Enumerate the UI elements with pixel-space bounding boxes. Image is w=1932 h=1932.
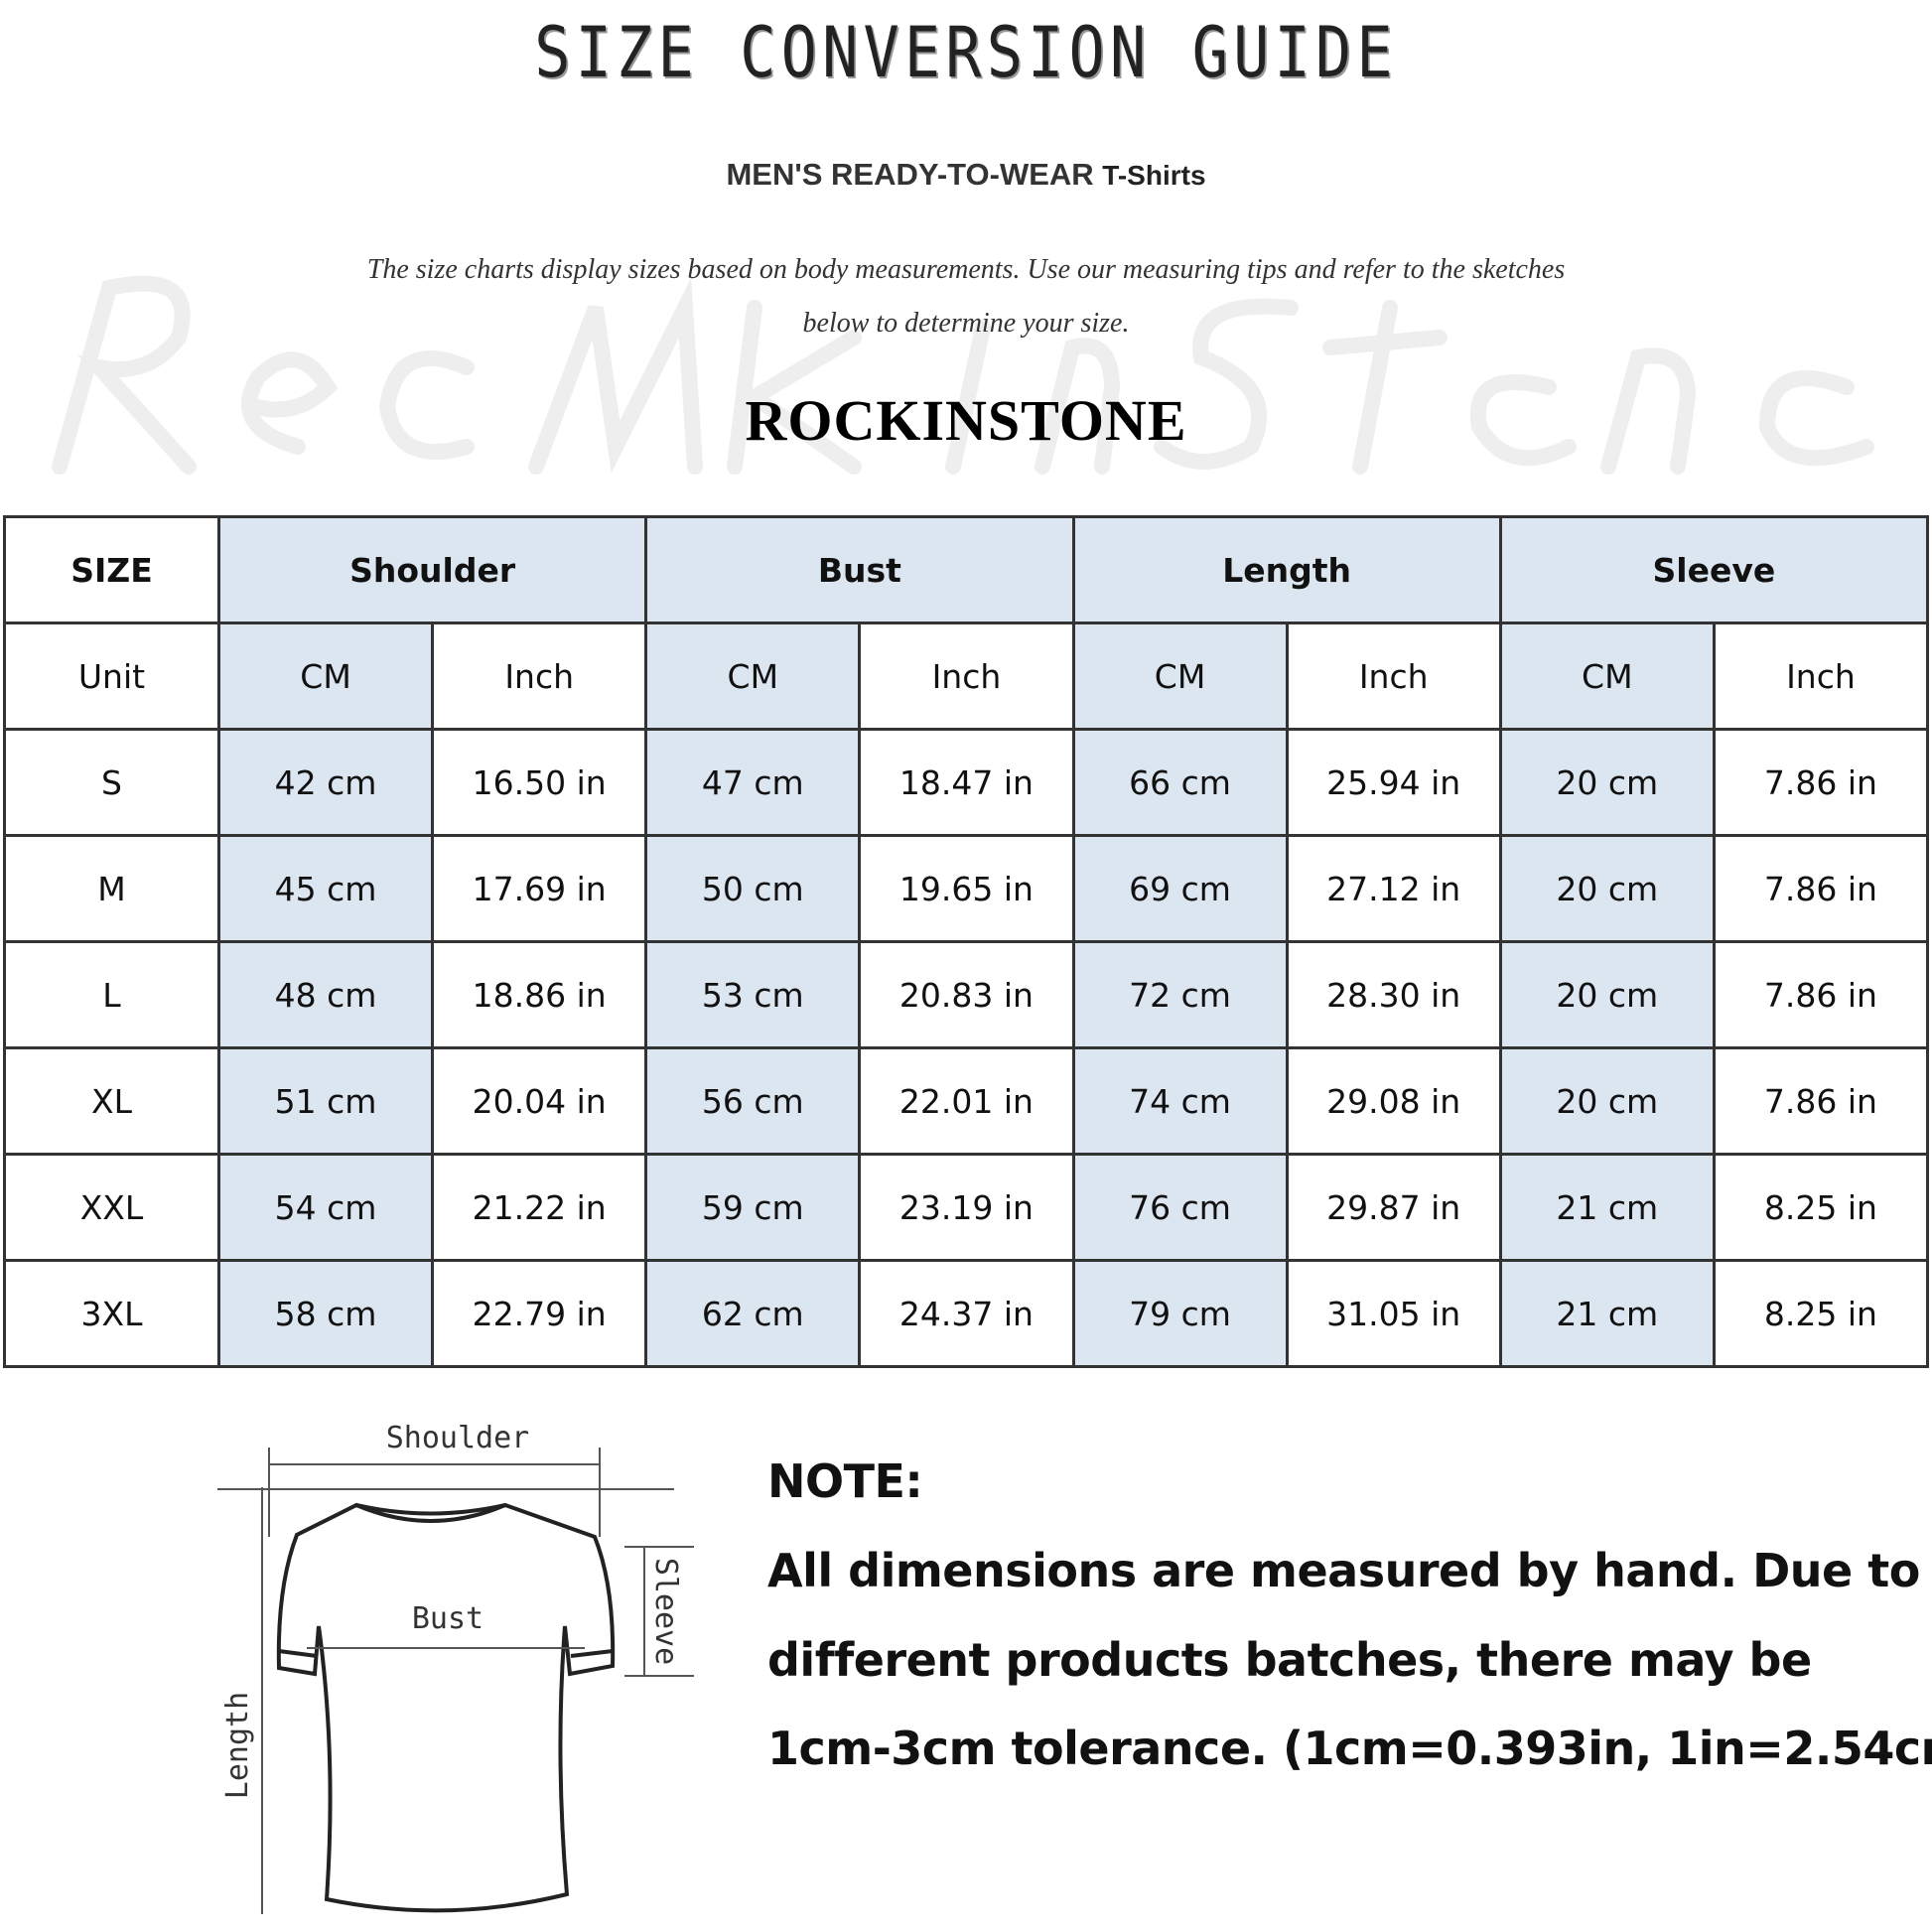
size-header: SIZE	[3, 515, 220, 624]
value-cell: 79 cm	[1071, 1259, 1289, 1368]
table-row: S 42 cm 16.50 in 47 cm 18.47 in 66 cm 25.94 in…	[3, 728, 1930, 837]
group-header: Bust	[644, 515, 1075, 624]
brand-name: ROCKINSTONE	[745, 388, 1187, 453]
value-cell: 58 cm	[216, 1259, 435, 1368]
size-cell: L	[3, 940, 220, 1049]
value-cell: 29.08 in	[1285, 1046, 1502, 1156]
value-cell: 47 cm	[644, 728, 862, 837]
value-cell: 59 cm	[644, 1153, 862, 1262]
value-cell: 17.69 in	[431, 834, 648, 943]
value-cell: 20 cm	[1498, 1046, 1716, 1156]
unit-header: CM	[644, 621, 862, 731]
group-header: Sleeve	[1498, 515, 1930, 624]
value-cell: 8.25 in	[1712, 1259, 1930, 1368]
tshirt-sketch: Shoulder Bust Length Sleeve	[217, 1421, 694, 1914]
value-cell: 69 cm	[1071, 834, 1289, 943]
unit-row: Unit CM Inch CM Inch CM Inch CM Inch	[3, 621, 1930, 731]
size-table: SIZE Shoulder Bust Length Sleeve Unit CM Inch CM…	[3, 515, 1930, 1368]
value-cell: 22.79 in	[431, 1259, 648, 1368]
size-cell: S	[3, 728, 220, 837]
value-cell: 19.65 in	[858, 834, 1075, 943]
size-cell: 3XL	[3, 1259, 220, 1368]
value-cell: 18.86 in	[431, 940, 648, 1049]
value-cell: 28.30 in	[1285, 940, 1502, 1049]
size-cell: XXL	[3, 1153, 220, 1262]
table-row: XL 51 cm 20.04 in 56 cm 22.01 in 74 cm 29.08 i…	[3, 1046, 1930, 1156]
value-cell: 7.86 in	[1712, 728, 1930, 837]
value-cell: 21 cm	[1498, 1153, 1716, 1262]
header-row: SIZE Shoulder Bust Length Sleeve	[3, 515, 1930, 624]
value-cell: 23.19 in	[858, 1153, 1075, 1262]
value-cell: 29.87 in	[1285, 1153, 1502, 1262]
size-cell: XL	[3, 1046, 220, 1156]
value-cell: 72 cm	[1071, 940, 1289, 1049]
value-cell: 51 cm	[216, 1046, 435, 1156]
intro-line-2: below to determine your size.	[802, 308, 1130, 339]
group-header: Shoulder	[216, 515, 648, 624]
value-cell: 66 cm	[1071, 728, 1289, 837]
unit-header: CM	[1498, 621, 1716, 731]
value-cell: 20 cm	[1498, 940, 1716, 1049]
value-cell: 45 cm	[216, 834, 435, 943]
subtitle-main: MEN'S READY-TO-WEAR	[726, 157, 1094, 192]
table-row: M 45 cm 17.69 in 50 cm 19.65 in 69 cm 27.12 in…	[3, 834, 1930, 943]
value-cell: 7.86 in	[1712, 1046, 1930, 1156]
value-cell: 21 cm	[1498, 1259, 1716, 1368]
value-cell: 7.86 in	[1712, 940, 1930, 1049]
value-cell: 21.22 in	[431, 1153, 648, 1262]
value-cell: 48 cm	[216, 940, 435, 1049]
value-cell: 53 cm	[644, 940, 862, 1049]
value-cell: 20 cm	[1498, 834, 1716, 943]
subtitle-product: T-Shirts	[1102, 160, 1206, 191]
unit-header: Inch	[858, 621, 1075, 731]
value-cell: 20.83 in	[858, 940, 1075, 1049]
length-label: Length	[220, 1692, 255, 1799]
value-cell: 20.04 in	[431, 1046, 648, 1156]
table-row: L 48 cm 18.86 in 53 cm 20.83 in 72 cm 28.30 in…	[3, 940, 1930, 1049]
value-cell: 62 cm	[644, 1259, 862, 1368]
intro-line-1: The size charts display sizes based on b…	[366, 254, 1566, 285]
table-row: 3XL 58 cm 22.79 in 62 cm 24.37 in 79 cm 31.05 …	[3, 1259, 1930, 1368]
note-line-3: 1cm-3cm tolerance. (1cm=0.393in, 1in=2.5…	[767, 1722, 1932, 1775]
value-cell: 54 cm	[216, 1153, 435, 1262]
value-cell: 8.25 in	[1712, 1153, 1930, 1262]
unit-header: CM	[1071, 621, 1289, 731]
note-line-2: different products batches, there may be	[767, 1633, 1812, 1687]
table-row: XXL 54 cm 21.22 in 59 cm 23.19 in 76 cm 29.87 …	[3, 1153, 1930, 1262]
value-cell: 18.47 in	[858, 728, 1075, 837]
value-cell: 74 cm	[1071, 1046, 1289, 1156]
value-cell: 7.86 in	[1712, 834, 1930, 943]
sleeve-label: Sleeve	[648, 1558, 683, 1665]
unit-header: Inch	[1285, 621, 1502, 731]
note-heading: NOTE:	[767, 1454, 923, 1508]
tshirt-outline	[276, 1502, 616, 1913]
value-cell: 25.94 in	[1285, 728, 1502, 837]
note-line-1: All dimensions are measured by hand. Due…	[767, 1544, 1920, 1597]
unit-label: Unit	[3, 621, 220, 731]
value-cell: 22.01 in	[858, 1046, 1075, 1156]
value-cell: 31.05 in	[1285, 1259, 1502, 1368]
value-cell: 76 cm	[1071, 1153, 1289, 1262]
watermark-logo	[52, 275, 1874, 475]
value-cell: 50 cm	[644, 834, 862, 943]
unit-header: Inch	[431, 621, 648, 731]
page-title: SIZE CONVERSION GUIDE	[534, 12, 1398, 93]
value-cell: 56 cm	[644, 1046, 862, 1156]
value-cell: 27.12 in	[1285, 834, 1502, 943]
subtitle: MEN'S READY-TO-WEAR T-Shirts	[0, 157, 1932, 193]
unit-header: CM	[216, 621, 435, 731]
group-header: Length	[1071, 515, 1502, 624]
unit-header: Inch	[1712, 621, 1930, 731]
value-cell: 16.50 in	[431, 728, 648, 837]
value-cell: 42 cm	[216, 728, 435, 837]
size-cell: M	[3, 834, 220, 943]
value-cell: 20 cm	[1498, 728, 1716, 837]
shoulder-label: Shoulder	[386, 1421, 530, 1455]
value-cell: 24.37 in	[858, 1259, 1075, 1368]
bust-label: Bust	[412, 1601, 483, 1636]
